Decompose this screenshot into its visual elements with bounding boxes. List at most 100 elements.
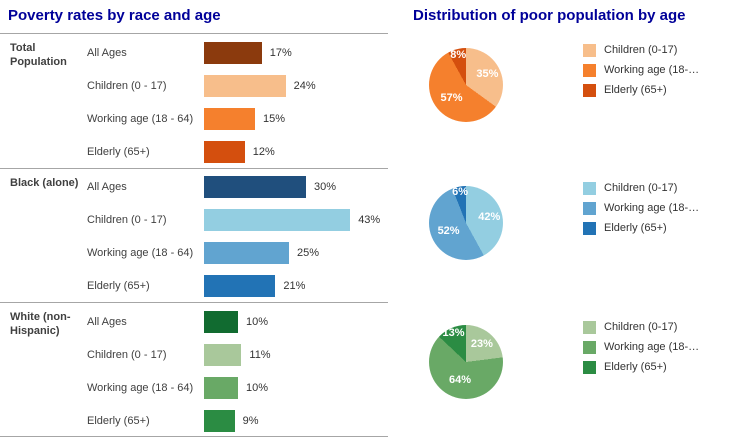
race-group-label: Total Population	[10, 42, 67, 68]
pie-slice-value-label: 8%	[450, 48, 467, 61]
bar-row: All Ages 30%	[87, 171, 380, 204]
bar-row: Elderly (65+) 9%	[87, 404, 271, 437]
legend-item-label: Children (0-17)	[604, 182, 678, 194]
age-category-label: Working age (18 - 64)	[87, 381, 194, 394]
age-category-label: Elderly (65+)	[87, 414, 150, 427]
age-category-label: Elderly (65+)	[87, 280, 150, 293]
bar-value-label: 10%	[246, 315, 269, 328]
pie-slice-value-label: 64%	[449, 374, 472, 387]
bar-row: Working age (18 - 64) 15%	[87, 102, 316, 135]
legend-color-swatch	[583, 320, 596, 334]
pie-slice-value-label: 13%	[442, 327, 465, 340]
pie-slice-value-label: 6%	[452, 186, 469, 199]
bar-row: Children (0 - 17) 11%	[87, 338, 271, 371]
bar-segment[interactable]	[204, 41, 262, 64]
poor-population-pie-charts: Distribution of poor population by age 3…	[400, 0, 736, 443]
bar-value-label: 21%	[283, 280, 306, 293]
legend-color-swatch	[583, 221, 596, 235]
pie-chart-block: 42% 52% 6%	[429, 186, 503, 260]
bar-segment[interactable]	[204, 343, 242, 366]
bar-value-label: 43%	[358, 214, 381, 227]
pie-slice-value-label: 57%	[440, 91, 463, 104]
legend-color-swatch	[583, 63, 596, 77]
age-category-label: Elderly (65+)	[87, 145, 150, 158]
bar-value-label: 17%	[269, 46, 292, 59]
pie-chart-title: Distribution of poor population by age	[413, 7, 686, 24]
legend-item: Children (0-17)	[583, 317, 733, 337]
pie-slice-value-label: 35%	[476, 68, 499, 81]
bar-chart-body: Total Population All Ages 17% Children (0 -…	[0, 33, 388, 437]
pie-legend: Children (0-17) Working age (18-… Elderly …	[583, 40, 733, 100]
bar-segment[interactable]	[204, 176, 306, 199]
bar-segment[interactable]	[204, 140, 245, 163]
bar-rows: All Ages 30% Children (0 - 17) 43% Working a…	[87, 169, 380, 303]
bar-rows: All Ages 17% Children (0 - 17) 24% Working a…	[87, 34, 316, 168]
pie-slice-value-label: 42%	[478, 211, 501, 224]
bar-value-label: 9%	[242, 414, 259, 427]
bar-segment[interactable]	[204, 107, 255, 130]
bar-segment[interactable]	[204, 275, 276, 298]
age-category-label: Children (0 - 17)	[87, 348, 167, 361]
bar-value-label: 11%	[249, 348, 271, 361]
bar-segment[interactable]	[204, 409, 235, 432]
bar-rows: All Ages 10% Children (0 - 17) 11% Working a…	[87, 303, 271, 436]
pie[interactable]	[429, 325, 503, 399]
pie-chart-block: 35% 57% 8%	[429, 48, 503, 122]
age-category-label: All Ages	[87, 46, 127, 59]
legend-color-swatch	[583, 181, 596, 195]
bar-segment[interactable]	[204, 310, 238, 333]
bar-row: Working age (18 - 64) 10%	[87, 371, 271, 404]
bar-row: Elderly (65+) 21%	[87, 270, 380, 303]
race-group-section: Total Population All Ages 17% Children (0 -…	[0, 33, 388, 168]
bar-value-label: 15%	[263, 112, 286, 125]
legend-item-label: Working age (18-…	[604, 341, 700, 353]
legend-item-label: Working age (18-…	[604, 64, 700, 76]
pie-legend: Children (0-17) Working age (18-… Elderly …	[583, 317, 733, 377]
poverty-rates-bar-chart: Poverty rates by race and age Total Popu…	[0, 7, 388, 437]
race-group-section: Black (alone) All Ages 30% Children (0 - 17…	[0, 167, 388, 303]
bar-segment[interactable]	[204, 209, 351, 232]
pie[interactable]	[429, 48, 503, 122]
legend-item: Elderly (65+)	[583, 357, 733, 377]
race-group-section: White (non-Hispanic) All Ages 10% Children …	[0, 302, 388, 437]
bar-row: All Ages 17%	[87, 36, 316, 69]
legend-color-swatch	[583, 201, 596, 215]
pie-slice-value-label: 23%	[470, 337, 493, 350]
legend-item-label: Elderly (65+)	[604, 361, 667, 373]
bar-value-label: 25%	[297, 247, 320, 260]
legend-item: Working age (18-…	[583, 60, 733, 80]
bar-row: Elderly (65+) 12%	[87, 135, 316, 168]
legend-item: Working age (18-…	[583, 337, 733, 357]
pie-slice-value-label: 52%	[437, 225, 460, 238]
pie-chart-block: 23% 64% 13%	[429, 325, 503, 399]
legend-color-swatch	[583, 83, 596, 97]
age-category-label: Children (0 - 17)	[87, 79, 167, 92]
race-group-label: White (non-Hispanic)	[10, 311, 71, 338]
pie[interactable]	[429, 186, 503, 260]
bar-segment[interactable]	[204, 74, 286, 97]
legend-item: Elderly (65+)	[583, 80, 733, 100]
legend-item-label: Elderly (65+)	[604, 222, 667, 234]
bar-row: Children (0 - 17) 24%	[87, 69, 316, 102]
bar-segment[interactable]	[204, 242, 289, 265]
bar-row: Children (0 - 17) 43%	[87, 204, 380, 237]
bar-value-label: 24%	[293, 79, 316, 92]
legend-item-label: Children (0-17)	[604, 44, 678, 56]
bar-chart-title: Poverty rates by race and age	[8, 7, 221, 24]
bar-segment[interactable]	[204, 376, 238, 399]
age-category-label: Children (0 - 17)	[87, 214, 167, 227]
legend-item-label: Children (0-17)	[604, 321, 678, 333]
legend-item-label: Working age (18-…	[604, 202, 700, 214]
legend-item: Children (0-17)	[583, 178, 733, 198]
age-category-label: Working age (18 - 64)	[87, 112, 194, 125]
bar-row: All Ages 10%	[87, 305, 271, 338]
age-category-label: All Ages	[87, 181, 127, 194]
legend-color-swatch	[583, 340, 596, 354]
bar-value-label: 30%	[314, 181, 337, 194]
legend-item: Working age (18-…	[583, 198, 733, 218]
race-group-label: Black (alone)	[10, 176, 79, 189]
bar-value-label: 10%	[246, 381, 269, 394]
bar-value-label: 12%	[252, 145, 275, 158]
legend-item: Elderly (65+)	[583, 218, 733, 238]
